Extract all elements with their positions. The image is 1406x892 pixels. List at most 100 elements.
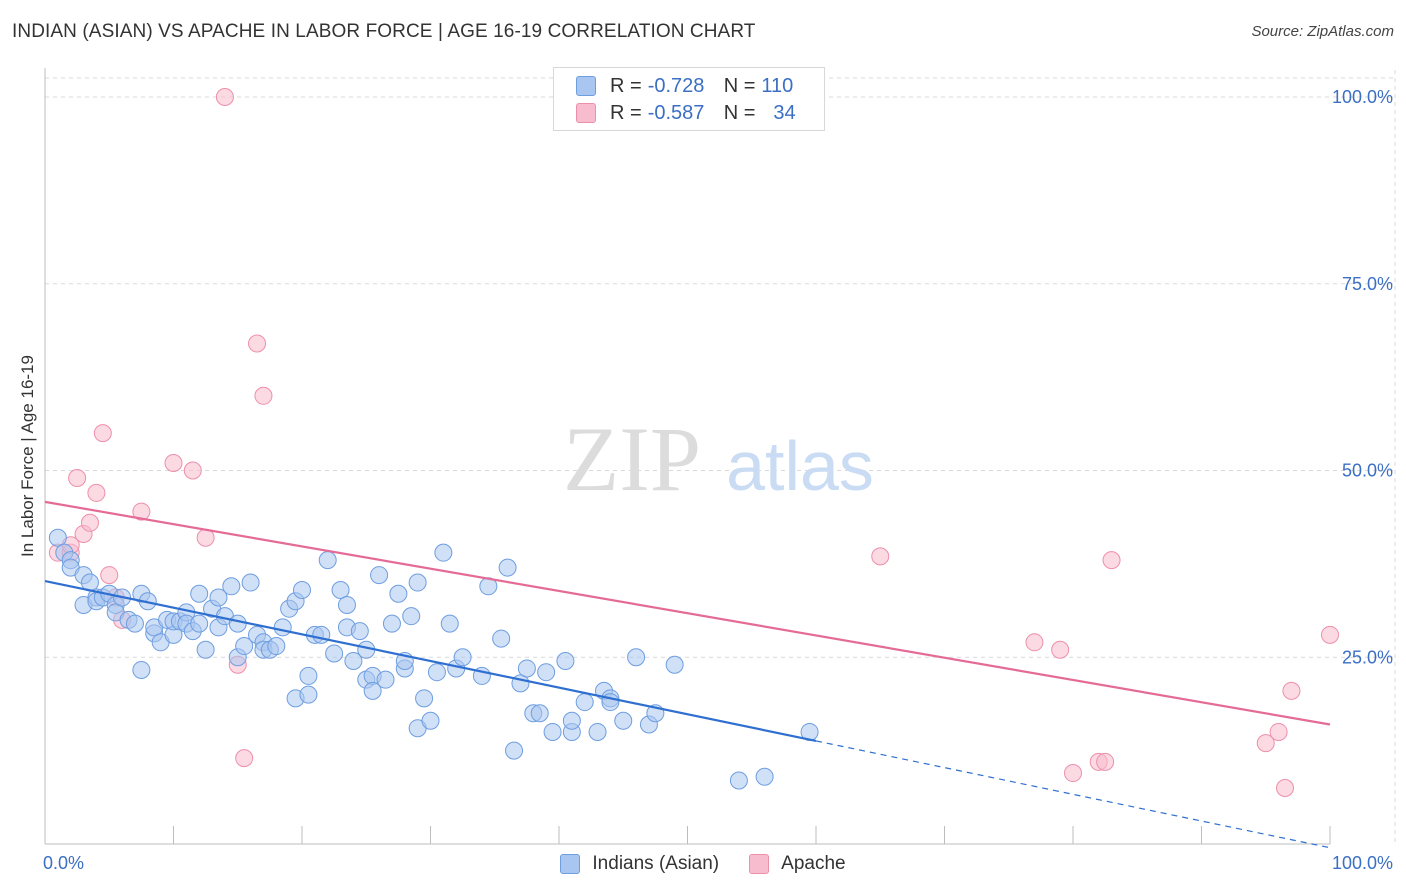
apache-point <box>254 386 273 405</box>
apache-point <box>93 424 112 443</box>
indians-asian-point <box>222 577 241 596</box>
chart-title: INDIAN (ASIAN) VS APACHE IN LABOR FORCE … <box>12 21 756 42</box>
indians-asian-point <box>415 689 434 708</box>
indians-asian-point <box>530 704 549 723</box>
apache-point <box>87 483 106 502</box>
apache-point <box>1064 764 1082 783</box>
indians-asian-point <box>125 614 144 633</box>
indians-asian-point <box>235 637 254 656</box>
indians-asian-point <box>453 648 472 667</box>
legend-item-indians[interactable]: Indians (Asian) <box>560 853 719 875</box>
apache-point <box>1025 633 1044 652</box>
apache-point <box>132 502 151 521</box>
indians-asian-point <box>318 551 337 570</box>
apache-point <box>1096 752 1115 771</box>
indians-asian-point <box>363 681 382 700</box>
indians-asian-point <box>312 625 331 644</box>
indians-asian-point <box>755 767 774 786</box>
apache-point <box>164 454 183 473</box>
indians-asian-point <box>434 543 453 562</box>
indians-asian-point <box>196 640 215 659</box>
correlation-legend: R = -0.728 N = 110 R = -0.587 N = 34 <box>553 67 825 131</box>
indians-asian-point <box>382 614 401 633</box>
indians-asian-point <box>498 558 517 577</box>
legend-swatch-pink <box>749 854 770 874</box>
y-tick-label: 100.0% <box>1332 87 1393 107</box>
watermark-atlas: atlas <box>726 427 874 505</box>
indians-asian-point <box>505 741 524 760</box>
indians-asian-point <box>299 685 318 704</box>
indians-asian-point <box>228 614 247 633</box>
watermark-zip: ZIP <box>563 408 701 510</box>
r-value: -0.728 <box>647 74 705 97</box>
apache-point <box>100 566 119 585</box>
apache-point <box>1256 734 1275 753</box>
y-tick-labels: 25.0% 50.0% 75.0% 100.0% <box>1332 87 1393 667</box>
indians-asian-point <box>299 666 318 685</box>
legend-swatch-pink <box>576 103 596 123</box>
legend-swatch-blue <box>576 76 596 96</box>
apache-point <box>1282 681 1301 700</box>
indians-asian-point <box>293 581 311 600</box>
indians-asian-point <box>241 573 260 592</box>
apache-point <box>235 749 254 768</box>
indians-asian-point <box>588 722 607 741</box>
indians-asian-point <box>48 528 67 547</box>
apache-point <box>183 461 202 480</box>
indians-asian-point <box>543 722 562 741</box>
n-value: 110 <box>761 74 794 97</box>
indians-asian-point <box>402 607 421 626</box>
gridlines <box>45 70 1396 844</box>
indians-asian-point <box>614 711 633 730</box>
y-tick-label: 25.0% <box>1342 647 1393 667</box>
r-label: R = <box>610 74 642 97</box>
legend-label-apache: Apache <box>781 853 846 874</box>
legend-swatch-blue <box>560 854 581 874</box>
apache-point <box>1276 778 1295 797</box>
indians-asian-point <box>665 655 684 674</box>
x-tick-labels: 0.0% 100.0% <box>43 853 1393 873</box>
indians-asian-point <box>562 711 581 730</box>
indians-asian-point <box>729 771 748 790</box>
indians-asian-point <box>132 660 151 679</box>
indians-asian-point <box>537 663 556 682</box>
indians-asian-point <box>370 566 389 585</box>
series-legend: Indians (Asian) Apache <box>0 850 1406 878</box>
indians-asian-point <box>267 637 286 656</box>
indians-asian-point <box>389 584 408 603</box>
x-tick-label-max: 100.0% <box>1332 853 1393 873</box>
legend-item-apache[interactable]: Apache <box>749 853 846 875</box>
legend-row-apache: R = -0.587 N = 34 <box>576 100 796 126</box>
indians-asian-point <box>421 711 440 730</box>
indians-asian-point <box>492 629 511 648</box>
apache-point <box>80 513 99 532</box>
n-label: N = <box>723 101 756 124</box>
legend-row-indians: R = -0.728 N = 110 <box>576 73 793 99</box>
indians-asian-point <box>337 595 356 614</box>
indians-asian-point <box>376 670 395 689</box>
y-tick-label: 50.0% <box>1342 461 1393 481</box>
apache-point <box>1321 625 1339 644</box>
apache-point <box>248 334 267 353</box>
indians-asian-point <box>440 614 459 633</box>
indians-asian-trend-line <box>44 579 817 742</box>
apache-point <box>1051 640 1070 659</box>
indians-asian-point <box>190 584 209 603</box>
indians-asian-point <box>273 618 292 637</box>
apache-point <box>871 547 890 566</box>
watermark: ZIP atlas <box>563 408 874 510</box>
indians-asian-point <box>517 659 536 678</box>
indians-asian-point <box>350 622 369 641</box>
indians-asian-point <box>190 614 209 633</box>
trend-lines <box>44 500 1331 849</box>
n-label: N = <box>723 74 756 97</box>
indians-asian-point <box>344 651 363 670</box>
apache-point <box>1102 551 1121 570</box>
n-value: 34 <box>773 101 796 124</box>
indians-asian-point <box>575 693 594 712</box>
axes <box>44 68 1331 845</box>
y-tick-label: 75.0% <box>1342 274 1393 294</box>
apache-point <box>215 88 234 106</box>
apache-point <box>68 468 87 487</box>
